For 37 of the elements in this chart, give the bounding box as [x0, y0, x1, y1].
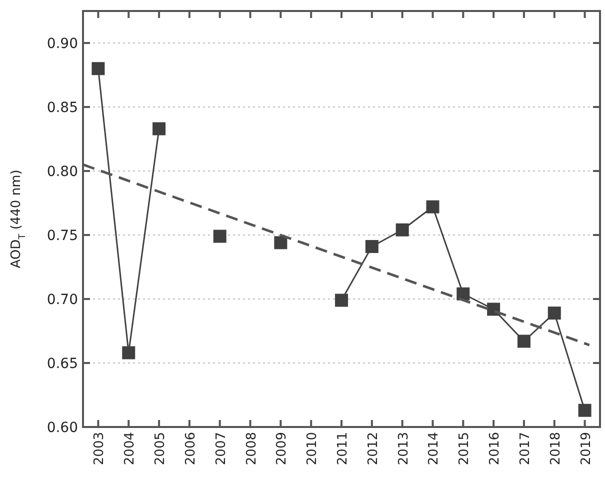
point — [456, 287, 470, 300]
x-tick-label: 2012 — [366, 432, 381, 466]
point — [92, 62, 105, 76]
point — [396, 223, 409, 236]
point — [213, 230, 226, 243]
point — [517, 334, 530, 348]
x-tick-label: 2014 — [426, 432, 442, 466]
y-tick-label: 0.75 — [46, 228, 78, 244]
point — [426, 200, 440, 214]
y-tick-label: 0.85 — [46, 100, 78, 116]
x-tick-label: 2013 — [396, 432, 412, 466]
x-tick-label: 2004 — [122, 432, 138, 466]
x-tick-label: 2005 — [153, 432, 168, 466]
x-tick-label: 2018 — [548, 432, 564, 466]
x-tick-label: 2007 — [214, 432, 229, 466]
point — [152, 122, 166, 136]
x-tick-label: 2003 — [92, 432, 108, 466]
x-tick-label: 2011 — [336, 432, 350, 466]
x-tick-label: 2017 — [518, 432, 533, 466]
point — [578, 404, 592, 417]
x-tick-label: 2009 — [274, 432, 290, 466]
point — [274, 236, 288, 250]
y-tick-label: 0.65 — [46, 356, 78, 372]
y-tick-label: 0.80 — [46, 164, 78, 180]
point — [122, 346, 136, 360]
y-tick-label: 0.60 — [46, 420, 78, 436]
y-tick-label: 0.70 — [46, 292, 78, 308]
point — [548, 306, 561, 320]
x-tick-label: 2010 — [305, 432, 320, 466]
point — [365, 240, 378, 254]
x-tick-label: 2015 — [457, 432, 472, 466]
x-tick-label: 2019 — [578, 432, 594, 466]
point — [335, 294, 348, 307]
y-tick-label: 0.90 — [46, 36, 78, 52]
x-tick-label: 2016 — [488, 432, 503, 466]
x-tick-label: 2006 — [183, 432, 198, 466]
x-tick-label: 2008 — [244, 432, 260, 466]
